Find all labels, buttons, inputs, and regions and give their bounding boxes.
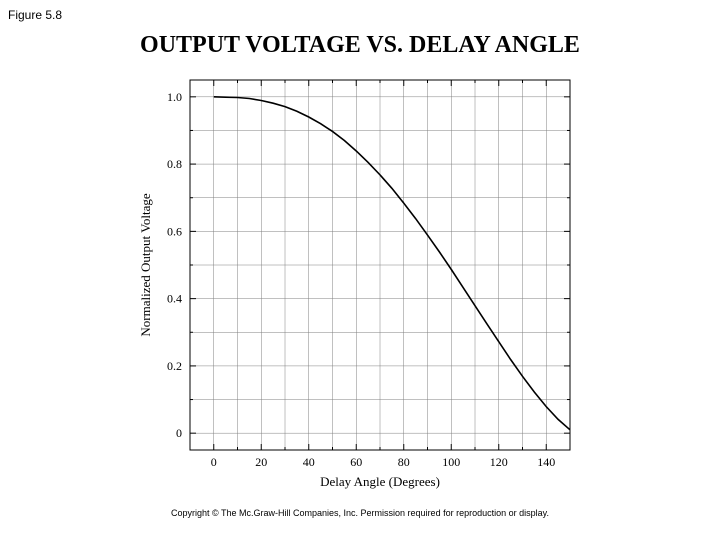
svg-text:1.0: 1.0	[167, 90, 182, 104]
svg-text:Delay Angle (Degrees): Delay Angle (Degrees)	[320, 474, 440, 489]
chart-container: 0 20 40 60 80 100 120 140 0 0.2 0.4 0.6 0.8 1.0 Delay …	[130, 70, 600, 500]
svg-text:0: 0	[211, 455, 217, 469]
svg-text:60: 60	[350, 455, 362, 469]
svg-text:Normalized Output Voltage: Normalized Output Voltage	[138, 193, 153, 336]
svg-text:20: 20	[255, 455, 267, 469]
svg-text:140: 140	[537, 455, 555, 469]
svg-text:0.2: 0.2	[167, 359, 182, 373]
chart-title: OUTPUT VOLTAGE VS. DELAY ANGLE	[0, 32, 720, 59]
line-chart: 0 20 40 60 80 100 120 140 0 0.2 0.4 0.6 0.8 1.0 Delay …	[130, 70, 600, 500]
svg-text:0.6: 0.6	[167, 224, 182, 238]
copyright-notice: Copyright © The Mc.Graw-Hill Companies, …	[0, 508, 720, 518]
svg-text:80: 80	[398, 455, 410, 469]
svg-text:0: 0	[176, 426, 182, 440]
svg-text:100: 100	[442, 455, 460, 469]
svg-text:0.4: 0.4	[167, 292, 182, 306]
figure-label: Figure 5.8	[8, 8, 62, 22]
svg-text:0.8: 0.8	[167, 157, 182, 171]
svg-text:40: 40	[303, 455, 315, 469]
svg-text:120: 120	[490, 455, 508, 469]
